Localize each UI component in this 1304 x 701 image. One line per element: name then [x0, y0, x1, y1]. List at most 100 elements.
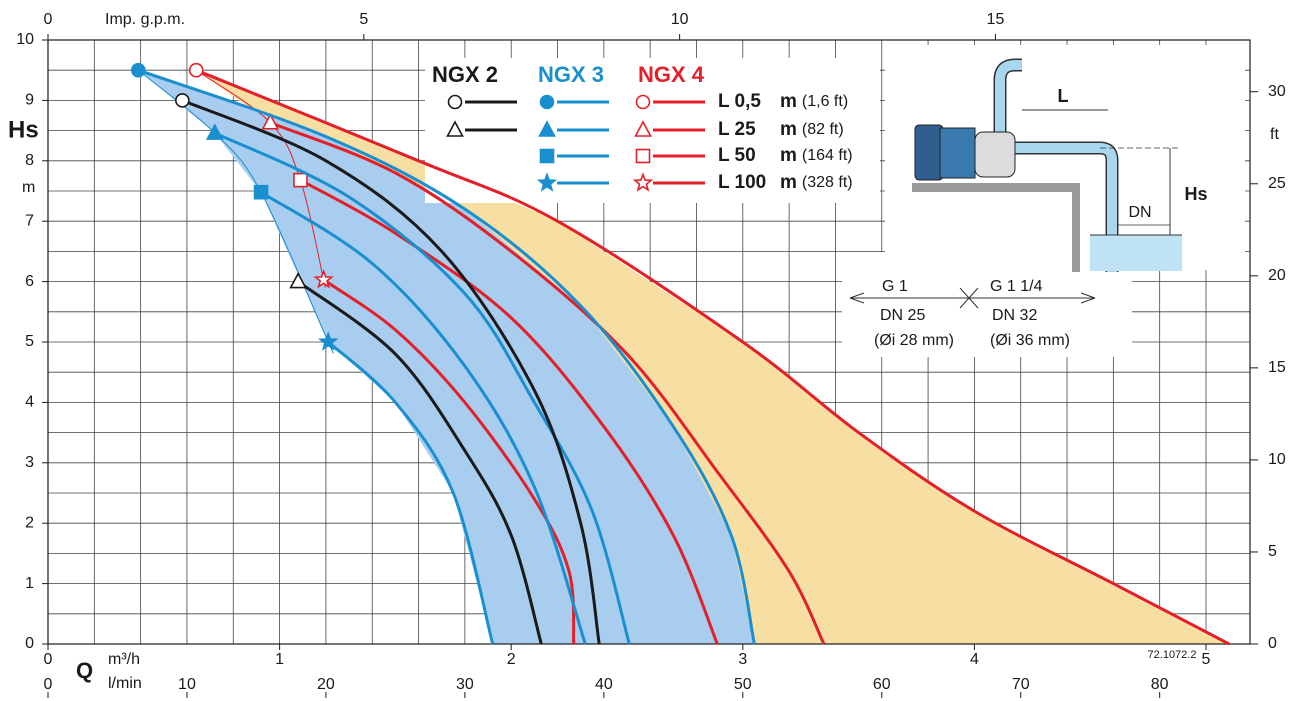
- y-axis-label: Hs: [8, 116, 39, 143]
- hs-label: Hs: [1184, 184, 1207, 204]
- legend-label: L 50 m (164 ft): [718, 145, 853, 166]
- x2-tick-label: 50: [734, 676, 752, 693]
- installation-sketch: L Hs DN: [912, 58, 1208, 272]
- thread-left: G 1: [882, 278, 908, 295]
- x-tick-label: 1: [275, 651, 284, 668]
- thread-right: G 1 1/4: [990, 278, 1043, 295]
- y-tick-label: 1: [25, 575, 34, 592]
- marker: [318, 331, 339, 351]
- x-tick-label: 0: [44, 651, 53, 668]
- marker: [131, 62, 146, 78]
- x2-tick-label: 20: [317, 676, 335, 693]
- legend-label-part: (1,6 ft): [802, 93, 848, 110]
- y-tick-label: 9: [25, 92, 34, 109]
- marker: [447, 94, 463, 110]
- legend-label-part: L 100: [718, 172, 766, 193]
- fills: [138, 70, 1230, 644]
- y-tick-label: 7: [25, 212, 34, 229]
- curve: [181, 99, 601, 645]
- y-tick-label: 8: [25, 152, 34, 169]
- x2-tick-label: 60: [873, 676, 891, 693]
- marker: [634, 120, 652, 137]
- marker: [539, 94, 555, 110]
- y2-tick-label: 25: [1268, 175, 1286, 192]
- x-axis-unit: m³/h: [108, 651, 140, 668]
- length-label: L: [1058, 86, 1069, 106]
- y2-tick-label: 30: [1268, 83, 1286, 100]
- y2-tick-label: 15: [1268, 359, 1286, 376]
- marker: [446, 120, 464, 137]
- y2-tick-label: 20: [1268, 267, 1286, 284]
- x-tick-label: 5: [1202, 651, 1211, 668]
- di-left: (Øi 28 mm): [874, 332, 954, 349]
- di-right: (Øi 36 mm): [990, 332, 1070, 349]
- x-tick-label: 4: [970, 651, 979, 668]
- marker: [293, 172, 308, 188]
- x2-tick-label: 80: [1151, 676, 1169, 693]
- legend-group: NGX 3: [538, 62, 604, 87]
- y-axis-unit: m: [22, 179, 35, 196]
- x3-tick-label: 10: [671, 11, 689, 28]
- y2-tick-label: 10: [1268, 451, 1286, 468]
- curve: [195, 68, 1230, 646]
- operating-area: [138, 70, 755, 644]
- marker: [536, 172, 558, 192]
- x3-tick-label: 15: [987, 11, 1005, 28]
- legend-label-part: (82 ft): [802, 121, 844, 138]
- curve: [214, 131, 631, 645]
- y-tick-label: 5: [25, 333, 34, 350]
- y2-tick-label: 5: [1268, 543, 1277, 560]
- legend-label-part: (328 ft): [802, 174, 853, 191]
- y-tick-label: 6: [25, 273, 34, 290]
- x2-tick-label: 40: [595, 676, 613, 693]
- drawing-code: 72.1072.2: [1148, 649, 1197, 661]
- x2-tick-label: 10: [178, 676, 196, 693]
- marker: [188, 62, 204, 78]
- curve: [299, 178, 719, 645]
- legend-label: L 0,5 m (1,6 ft): [718, 91, 848, 112]
- curve: [322, 278, 576, 645]
- marker: [175, 93, 190, 108]
- legend-label-part: m: [780, 119, 797, 140]
- marker: [635, 148, 651, 164]
- dn-left: DN 25: [880, 307, 925, 324]
- x2-tick-label: 0: [44, 676, 53, 693]
- x2-tick-label: 30: [456, 676, 474, 693]
- legend-label: L 25 m (82 ft): [718, 119, 844, 140]
- curves: [131, 62, 1230, 646]
- curve: [297, 280, 543, 645]
- marker: [261, 113, 280, 130]
- thread-panel: [842, 252, 1132, 357]
- marker: [205, 123, 224, 140]
- marker: [539, 148, 555, 164]
- y-tick-label: 10: [16, 31, 34, 48]
- curve: [260, 190, 587, 645]
- legend-label-part: L 25: [718, 119, 756, 140]
- dn-label: DN: [1128, 204, 1151, 221]
- legend-label-part: m: [780, 145, 797, 166]
- y-tick-label: 4: [25, 394, 34, 411]
- x-tick-label: 2: [507, 651, 516, 668]
- x-axis-symbol: Q: [76, 658, 93, 683]
- y-tick-label: 2: [25, 514, 34, 531]
- top-axis-label: Imp. g.p.m.: [105, 11, 185, 28]
- y-tick-label: 3: [25, 454, 34, 471]
- y2-tick-label: 0: [1268, 635, 1277, 652]
- x3-tick-label: 0: [44, 11, 53, 28]
- legend-group: NGX 2: [432, 62, 498, 87]
- marker: [635, 94, 651, 110]
- marker: [313, 269, 334, 289]
- legend-group: NGX 4: [638, 62, 705, 87]
- curve: [327, 340, 495, 645]
- x-tick-label: 3: [738, 651, 747, 668]
- legend: NGX 2 NGX 3 NGX 4 L 0,5 m (1,6 ft) L 25 m (82 ft…: [432, 62, 853, 193]
- x2-tick-label: 70: [1012, 676, 1030, 693]
- x2-axis-unit: l/min: [108, 675, 142, 692]
- legend-label-part: (164 ft): [802, 147, 853, 164]
- marker: [632, 172, 654, 192]
- legend-label-part: L 0,5: [718, 91, 761, 112]
- y-tick-label: 0: [25, 635, 34, 652]
- curve: [269, 121, 826, 645]
- legend-label-part: m: [780, 91, 797, 112]
- marker: [289, 271, 307, 289]
